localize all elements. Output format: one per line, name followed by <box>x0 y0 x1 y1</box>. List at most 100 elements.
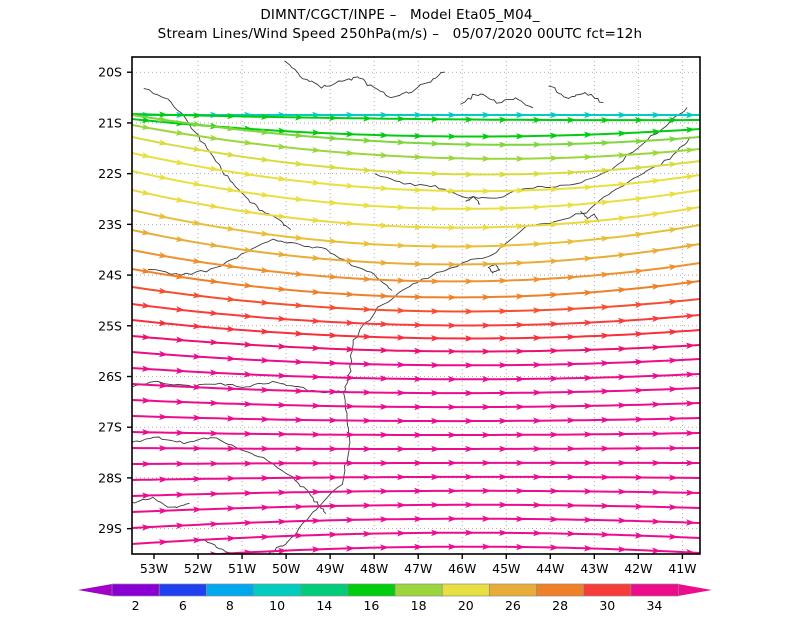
streamline-arrow <box>397 277 407 284</box>
streamline-arrow <box>584 111 594 119</box>
streamline-arrow <box>176 429 186 436</box>
island-sao-sebastiao <box>487 263 501 274</box>
streamline-arrow <box>227 112 237 120</box>
streamline-arrow <box>618 459 628 467</box>
streamline-arrow <box>431 501 441 509</box>
streamline-arrow <box>482 348 492 355</box>
colorbar-extend-low <box>78 584 112 596</box>
streamline-arrow <box>192 219 203 226</box>
colorbar-tick-label: 28 <box>552 598 568 613</box>
x-tick-label: 48W <box>360 561 388 576</box>
streamline-arrow <box>686 519 696 526</box>
streamline-arrow <box>277 251 288 258</box>
x-tick-label: 49W <box>316 561 344 576</box>
streamline-arrow <box>175 196 186 203</box>
colorbar-tick-label: 6 <box>179 598 187 613</box>
streamline-arrow <box>482 459 492 467</box>
streamline-arrow <box>379 151 390 159</box>
streamline-arrow <box>329 388 339 395</box>
x-tick-label: 53W <box>140 561 168 576</box>
streamline-arrow <box>686 549 696 554</box>
streamline-arrow <box>397 361 407 368</box>
streamline-arrow <box>465 417 475 425</box>
streamline-arrow <box>618 546 628 553</box>
streamline-arrow <box>244 519 254 527</box>
streamline-arrow <box>278 518 288 525</box>
streamline-arrow <box>448 154 458 162</box>
streamline-arrow <box>584 402 594 410</box>
streamline-arrow <box>669 533 679 540</box>
streamline-arrow <box>651 211 662 218</box>
streamline-arrow <box>260 156 271 163</box>
streamline-arrow <box>617 252 628 259</box>
streamline-arrow <box>397 501 407 509</box>
streamline-arrow <box>482 403 492 411</box>
streamline-arrow <box>312 431 322 438</box>
streamline-arrow <box>380 459 390 467</box>
streamline-arrow <box>295 445 305 452</box>
streamline-arrow <box>499 242 509 249</box>
colorbar-tick-label: 18 <box>411 598 427 613</box>
streamline-arrow <box>550 347 560 354</box>
streamline-arrow <box>516 431 526 439</box>
streamline-arrow <box>414 223 424 231</box>
streamline-arrow <box>261 416 271 423</box>
streamline-arrow <box>584 488 594 495</box>
streamline-arrow <box>601 139 611 147</box>
streamline-arrow <box>431 243 441 250</box>
streamline-arrow <box>584 516 594 523</box>
streamline-arrow <box>363 389 373 396</box>
streamline-arrow <box>193 445 203 452</box>
streamline-arrow <box>362 137 373 144</box>
streamline-arrow <box>567 445 577 452</box>
colorbar-segment <box>394 583 443 597</box>
streamline-arrow <box>482 431 492 439</box>
streamline-arrow <box>584 374 594 382</box>
ridge-small <box>465 196 481 205</box>
streamline-arrow <box>601 388 611 395</box>
y-tick-label: 23S <box>98 217 122 232</box>
streamline-arrow <box>600 199 611 206</box>
streamline-arrow <box>209 339 220 346</box>
streamline-arrow <box>482 294 492 301</box>
streamline-arrow <box>499 529 509 536</box>
streamline-arrow <box>260 230 271 237</box>
streamline-arrow <box>465 308 475 315</box>
streamline-arrow <box>261 474 271 482</box>
streamline-arrow <box>158 350 169 358</box>
streamline-arrow <box>158 116 169 123</box>
streamline-arrow <box>499 116 509 123</box>
streamline-arrow <box>380 516 390 523</box>
streamline-arrow <box>584 346 594 354</box>
streamline-arrow <box>584 131 594 138</box>
streamline-arrow <box>192 537 203 544</box>
streamline-arrow <box>193 112 203 119</box>
colorbar-extend-high <box>678 584 712 596</box>
streamline-arrow <box>158 251 169 259</box>
streamline-arrow <box>532 276 543 283</box>
streamline-arrow <box>226 295 237 303</box>
colorbar-tick-label: 26 <box>505 598 521 613</box>
streamline-arrow <box>192 145 203 152</box>
streamline-arrow <box>278 401 288 409</box>
streamline-arrow <box>329 474 339 481</box>
streamline-arrow <box>294 160 305 167</box>
streamline-arrow <box>516 259 526 267</box>
streamline-arrow <box>431 335 441 342</box>
streamline-arrow <box>685 147 696 154</box>
streamline-arrow <box>431 473 441 481</box>
streamline-arrow <box>668 136 679 143</box>
streamline-arrow <box>482 322 492 329</box>
streamline-arrow <box>686 430 696 437</box>
streamline-arrow <box>380 431 390 439</box>
streamline-arrow <box>176 491 186 498</box>
streamline-arrow <box>261 386 271 394</box>
streamline-arrow <box>363 530 373 538</box>
streamline-arrow <box>363 333 373 340</box>
streamline-arrow <box>516 348 526 355</box>
streamline-red-12 <box>132 303 700 327</box>
streamline-arrow <box>465 445 475 453</box>
streamline-arrow <box>260 191 271 198</box>
streamline-arrow <box>328 273 339 280</box>
